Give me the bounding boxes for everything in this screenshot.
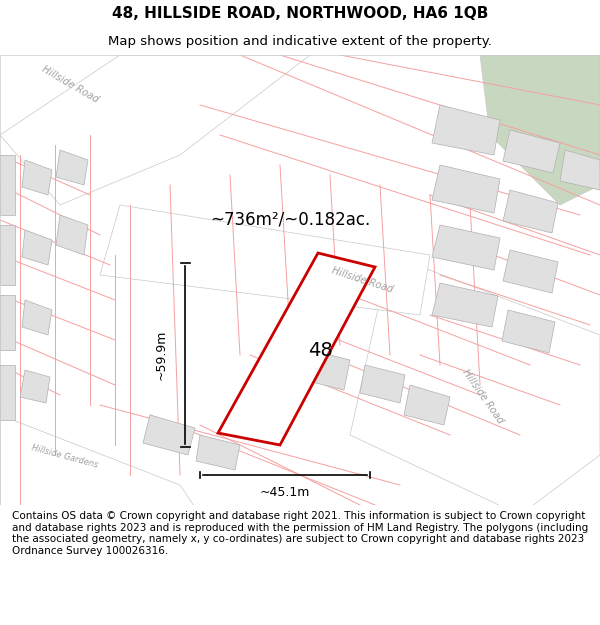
Polygon shape xyxy=(100,205,430,315)
Text: ~736m²/~0.182ac.: ~736m²/~0.182ac. xyxy=(210,211,370,229)
Polygon shape xyxy=(250,365,295,403)
Polygon shape xyxy=(56,150,88,185)
Text: Hillside Gardens: Hillside Gardens xyxy=(30,444,98,470)
Polygon shape xyxy=(0,55,310,205)
Polygon shape xyxy=(0,415,200,515)
Polygon shape xyxy=(22,160,52,195)
Polygon shape xyxy=(360,365,405,403)
Polygon shape xyxy=(432,105,500,155)
Polygon shape xyxy=(143,415,195,455)
Polygon shape xyxy=(0,225,15,285)
Polygon shape xyxy=(196,435,240,470)
Polygon shape xyxy=(560,150,600,190)
Text: 48, HILLSIDE ROAD, NORTHWOOD, HA6 1QB: 48, HILLSIDE ROAD, NORTHWOOD, HA6 1QB xyxy=(112,6,488,21)
Polygon shape xyxy=(432,165,500,213)
Polygon shape xyxy=(304,350,350,390)
Polygon shape xyxy=(350,255,600,515)
Text: Map shows position and indicative extent of the property.: Map shows position and indicative extent… xyxy=(108,35,492,48)
Polygon shape xyxy=(432,283,498,327)
Polygon shape xyxy=(502,310,555,353)
Polygon shape xyxy=(0,295,15,350)
Polygon shape xyxy=(404,385,450,425)
Text: Hillside Road: Hillside Road xyxy=(460,367,505,425)
Polygon shape xyxy=(0,155,15,215)
Text: Contains OS data © Crown copyright and database right 2021. This information is : Contains OS data © Crown copyright and d… xyxy=(12,511,588,556)
Text: Hillside Road: Hillside Road xyxy=(40,64,100,105)
Polygon shape xyxy=(432,225,500,270)
Polygon shape xyxy=(22,230,52,265)
Text: ~45.1m: ~45.1m xyxy=(260,486,310,499)
Polygon shape xyxy=(480,55,600,205)
Polygon shape xyxy=(503,130,560,173)
Polygon shape xyxy=(22,300,52,335)
Text: 48: 48 xyxy=(308,341,332,359)
Text: ~59.9m: ~59.9m xyxy=(155,330,167,380)
Polygon shape xyxy=(503,250,558,293)
Polygon shape xyxy=(56,215,88,255)
Polygon shape xyxy=(0,365,15,420)
Polygon shape xyxy=(20,370,50,403)
Text: Hillside Road: Hillside Road xyxy=(330,266,394,295)
Polygon shape xyxy=(503,190,558,233)
Polygon shape xyxy=(218,253,375,445)
